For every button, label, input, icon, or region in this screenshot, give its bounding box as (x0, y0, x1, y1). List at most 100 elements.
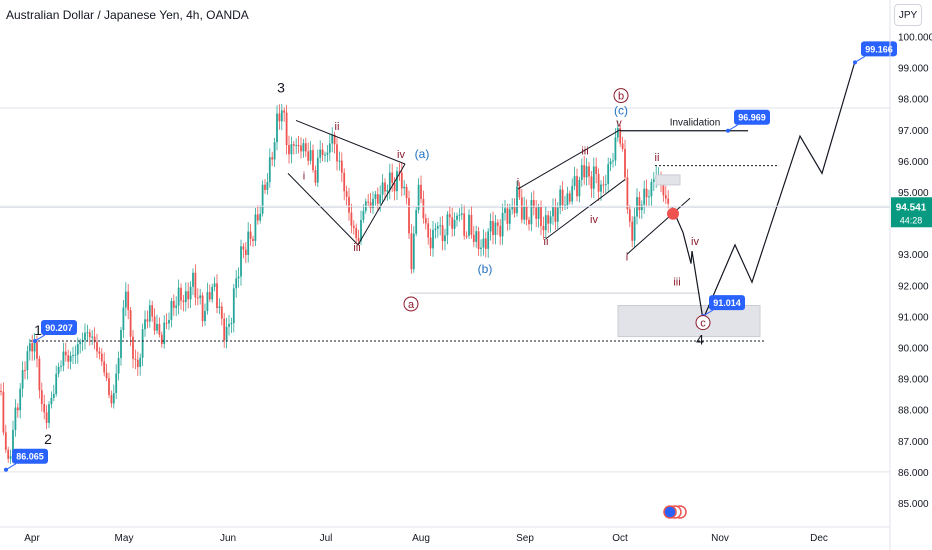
candle-body (535, 207, 538, 219)
candle-body (220, 306, 223, 319)
candle-body (124, 291, 127, 308)
candle-body (456, 215, 458, 220)
candle-body (477, 231, 480, 250)
callout-value: 86.065 (16, 452, 44, 462)
candle-body (26, 351, 29, 371)
price-tick-label: 97.000 (898, 126, 929, 137)
callout-value: 91.014 (713, 298, 741, 308)
candle-body (158, 323, 161, 335)
candle-body (609, 161, 612, 165)
candle-body (165, 322, 168, 324)
candle-body (211, 286, 214, 300)
candle-body (494, 222, 497, 236)
candle-body (319, 149, 322, 158)
candle-body (631, 221, 634, 241)
candle-body (384, 182, 386, 192)
candle-body (235, 278, 238, 289)
candle-body (614, 137, 617, 161)
candle-body (424, 218, 427, 224)
candle-body (530, 199, 533, 225)
flag-icon[interactable] (663, 505, 677, 519)
price-tick-label: 96.000 (898, 157, 929, 168)
candle-body (309, 150, 312, 161)
candle-body (285, 112, 288, 146)
candle-body (348, 196, 350, 213)
candle-body (50, 397, 53, 405)
candle-body (350, 212, 353, 226)
candle-body (525, 206, 528, 220)
candle-body (201, 295, 204, 322)
price-tick-label: 89.000 (898, 375, 929, 386)
candle-body (576, 176, 578, 197)
candle-body (571, 185, 574, 202)
candle-body (528, 219, 530, 225)
candle-body (508, 209, 511, 224)
candle-body (403, 186, 406, 189)
candle-body (199, 295, 202, 299)
invalidation-label: Invalidation (670, 118, 721, 129)
candles (0, 103, 670, 464)
candle-body (21, 370, 24, 389)
callout-box (861, 41, 897, 57)
candle-body (484, 238, 487, 249)
wave-label: ii (544, 236, 549, 248)
candle-body (204, 310, 206, 322)
candle-body (420, 184, 422, 199)
candle-body (480, 247, 482, 250)
callout-pointer (854, 55, 866, 63)
candle-body (141, 329, 144, 358)
candle-body (357, 238, 360, 241)
time-tick-label: May (115, 533, 134, 544)
candle-body (105, 372, 108, 379)
candle-body (283, 110, 286, 113)
candle-body (412, 233, 415, 270)
price-tick-label: 87.000 (898, 437, 929, 448)
wave-label: v (616, 118, 622, 130)
candle-body (621, 143, 624, 149)
candle-body (475, 231, 478, 242)
candle-body (139, 357, 142, 368)
candle-body (74, 354, 77, 356)
candle-body (513, 207, 516, 214)
wave-label: 3 (277, 79, 285, 95)
candle-body (316, 157, 319, 183)
candle-body (600, 184, 602, 192)
candle-body (506, 208, 509, 224)
candle-body (552, 207, 554, 217)
candle-body (295, 145, 298, 147)
candle-body (33, 342, 36, 352)
candle-body (148, 305, 151, 322)
candle-body (588, 166, 590, 177)
candle-body (14, 407, 17, 430)
callout-box (709, 295, 745, 311)
candle-body (84, 332, 86, 341)
candle-body (86, 332, 89, 334)
candle-body (417, 184, 420, 211)
price-tick-label: 85.000 (898, 499, 929, 510)
candle-body (180, 287, 182, 301)
candle-body (595, 166, 598, 174)
candle-body (578, 179, 581, 197)
candle-body (156, 323, 158, 331)
economic-event-icons[interactable] (663, 505, 687, 519)
wave-label: i (303, 171, 305, 183)
candle-body (640, 204, 643, 211)
candle-body (436, 226, 439, 229)
candle-body (192, 272, 194, 287)
candle-body (240, 246, 242, 277)
candle-body (386, 190, 389, 192)
wave-channel-line (517, 129, 621, 190)
candle-body (225, 326, 228, 341)
candle-body (355, 227, 358, 239)
candle-body (19, 388, 22, 411)
candle-body (256, 214, 259, 221)
candle-body (0, 391, 2, 393)
wave-circle (695, 315, 711, 331)
currency-button[interactable]: JPY (894, 4, 922, 26)
candle-body (100, 353, 103, 362)
candle-body (616, 128, 619, 138)
candle-body (72, 355, 74, 357)
wave-channel-line (545, 179, 626, 240)
candle-body (511, 207, 514, 210)
